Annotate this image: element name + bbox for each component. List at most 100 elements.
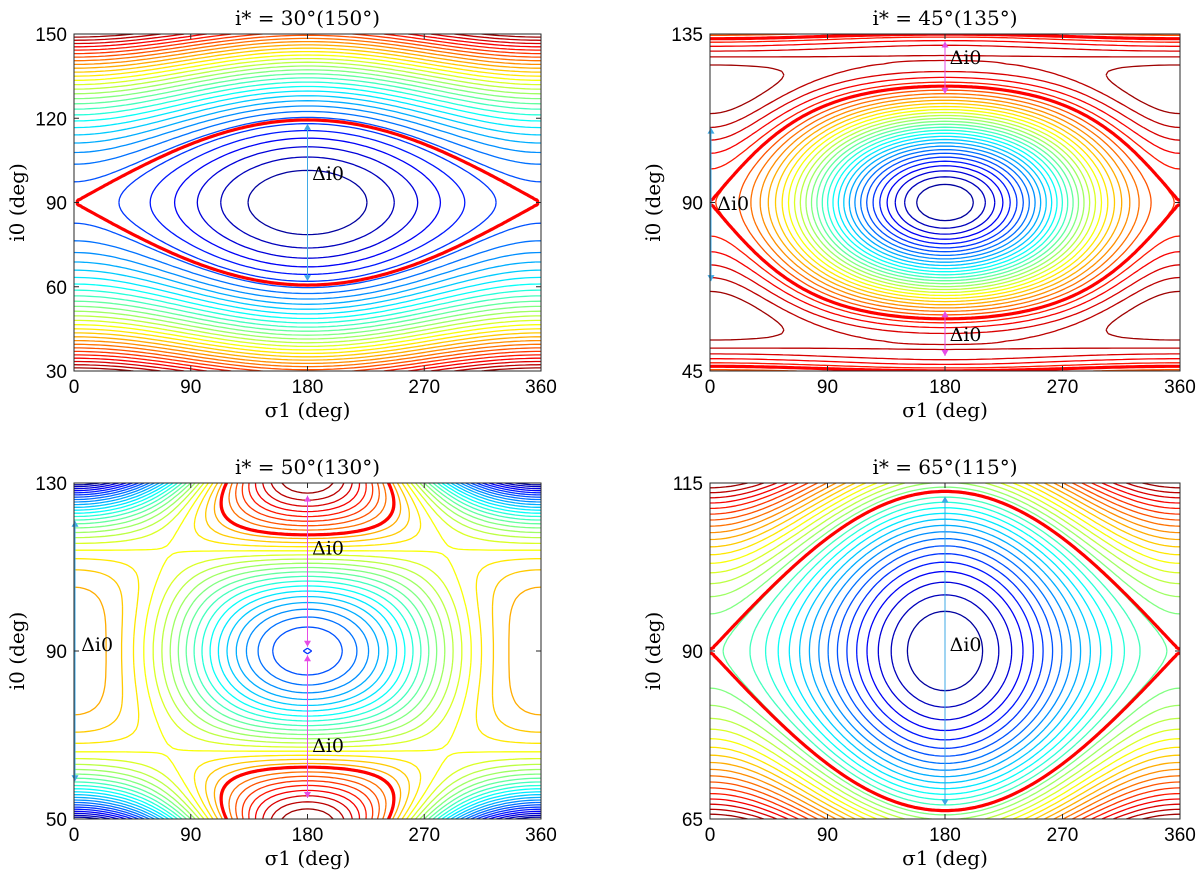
contour-line [890,594,1000,708]
contour-line [710,483,1180,819]
contour-line [916,183,974,222]
separatrix-curve [710,34,1180,371]
contour-line [241,483,374,819]
contour-line [281,483,334,819]
contour-line [74,34,541,371]
contour-line [710,483,1180,819]
x-tick-label: 270 [1047,825,1079,846]
y-tick-label: 45 [682,362,703,383]
contour-line [74,483,541,819]
contour-line [710,64,1180,341]
contour-line [74,81,541,324]
contour-line [793,111,1097,294]
y-axis-label: i0 (deg) [5,163,29,242]
contour-line [74,69,541,336]
x-tick-label: 90 [817,825,838,846]
delta-i0-arrow-1 [941,41,949,94]
delta-i0-label: Δi0 [950,324,982,346]
contour-line [826,129,1064,276]
contour-line [832,132,1058,273]
x-tick-label: 180 [292,377,324,398]
y-tick-label: 90 [682,194,703,215]
x-axis-label: σ1 (deg) [265,846,351,870]
contour-line [74,483,541,819]
contour-line [74,77,541,328]
contour-line [710,44,1180,361]
contour-line [74,483,541,819]
contour-line [74,61,541,344]
delta-i0-arrow-2 [304,655,311,798]
y-tick-label: 90 [46,642,67,663]
y-tick-label: 60 [46,278,67,299]
contour-line [74,34,541,371]
contour-line [710,483,1180,819]
contour-line [710,483,1180,819]
contour-line [74,483,541,819]
contour-line [74,483,541,819]
contour-line [74,110,541,295]
contour-line [74,47,541,358]
contour-line [777,507,1113,795]
y-tick-label: 130 [35,474,67,495]
contour-line [759,96,1131,309]
contour-line [173,137,442,268]
contour-line [866,152,1024,253]
contour-line [74,105,541,300]
delta-i0-label: Δi0 [950,634,982,656]
contour-line [74,483,541,819]
y-tick-label: 135 [671,25,703,46]
separatrix-curve [75,118,540,287]
contour-line [750,93,1140,312]
contour-line [254,483,361,819]
contour-line [710,483,1180,819]
contour-line [74,34,541,371]
chart-title: i* = 45°(135°) [872,6,1017,30]
contours-3 [74,483,541,819]
contour-line [74,483,541,819]
delta-i0-label: Δi0 [312,735,344,757]
contour-line [710,34,1180,371]
contour-line [74,73,541,332]
contour-line [74,90,541,315]
delta-i0-label: Δi0 [717,193,749,215]
contour-line [74,34,541,371]
contours-2 [710,34,1180,371]
contour-line [74,50,541,355]
x-tick-label: 0 [705,825,716,846]
delta-i0-label: Δi0 [312,537,344,559]
contour-line [228,483,387,819]
contour-line [74,483,541,819]
contour-line [710,483,1180,819]
contour-line [788,512,1102,790]
contour-line [710,483,1180,819]
contour-line [74,483,541,819]
contour-line [821,126,1069,279]
contour-line [74,54,541,351]
chart-panel-1: Δi0 0 90 180 270 360 30 60 90 120 150 i* = 30°(150°… [5,6,557,422]
x-axis-label: σ1 (deg) [265,398,351,422]
contour-line [798,518,1092,784]
contour-line [74,65,541,340]
delta-i0-label: Δi0 [81,634,113,656]
x-tick-label: 180 [929,825,961,846]
contour-line [710,483,1180,819]
y-tick-label: 150 [35,25,67,46]
chart-title: i* = 30°(150°) [235,6,380,30]
chart-panel-3: Δi0 Δi0 Δi0 0 90 180 270 360 50 90 130 i* = 50°(130… [5,455,557,870]
contour-line [74,483,541,819]
contour-line [74,483,541,819]
chart-title: i* = 50°(130°) [235,455,380,479]
contour-line [816,123,1074,282]
delta-i0-label: Δi0 [312,163,344,185]
contour-line [74,483,541,819]
contour-line [74,483,541,819]
contour-line [710,486,1180,816]
contour-line [774,102,1116,303]
x-tick-label: 270 [408,377,440,398]
chart-panel-2: Δi0 Δi0 Δi0 0 90 180 270 360 45 90 135 i* = 45°(135… [641,6,1196,422]
contour-line [805,117,1085,288]
contour-line [799,114,1091,291]
x-axis-label: σ1 (deg) [902,398,988,422]
contour-line [74,100,541,305]
